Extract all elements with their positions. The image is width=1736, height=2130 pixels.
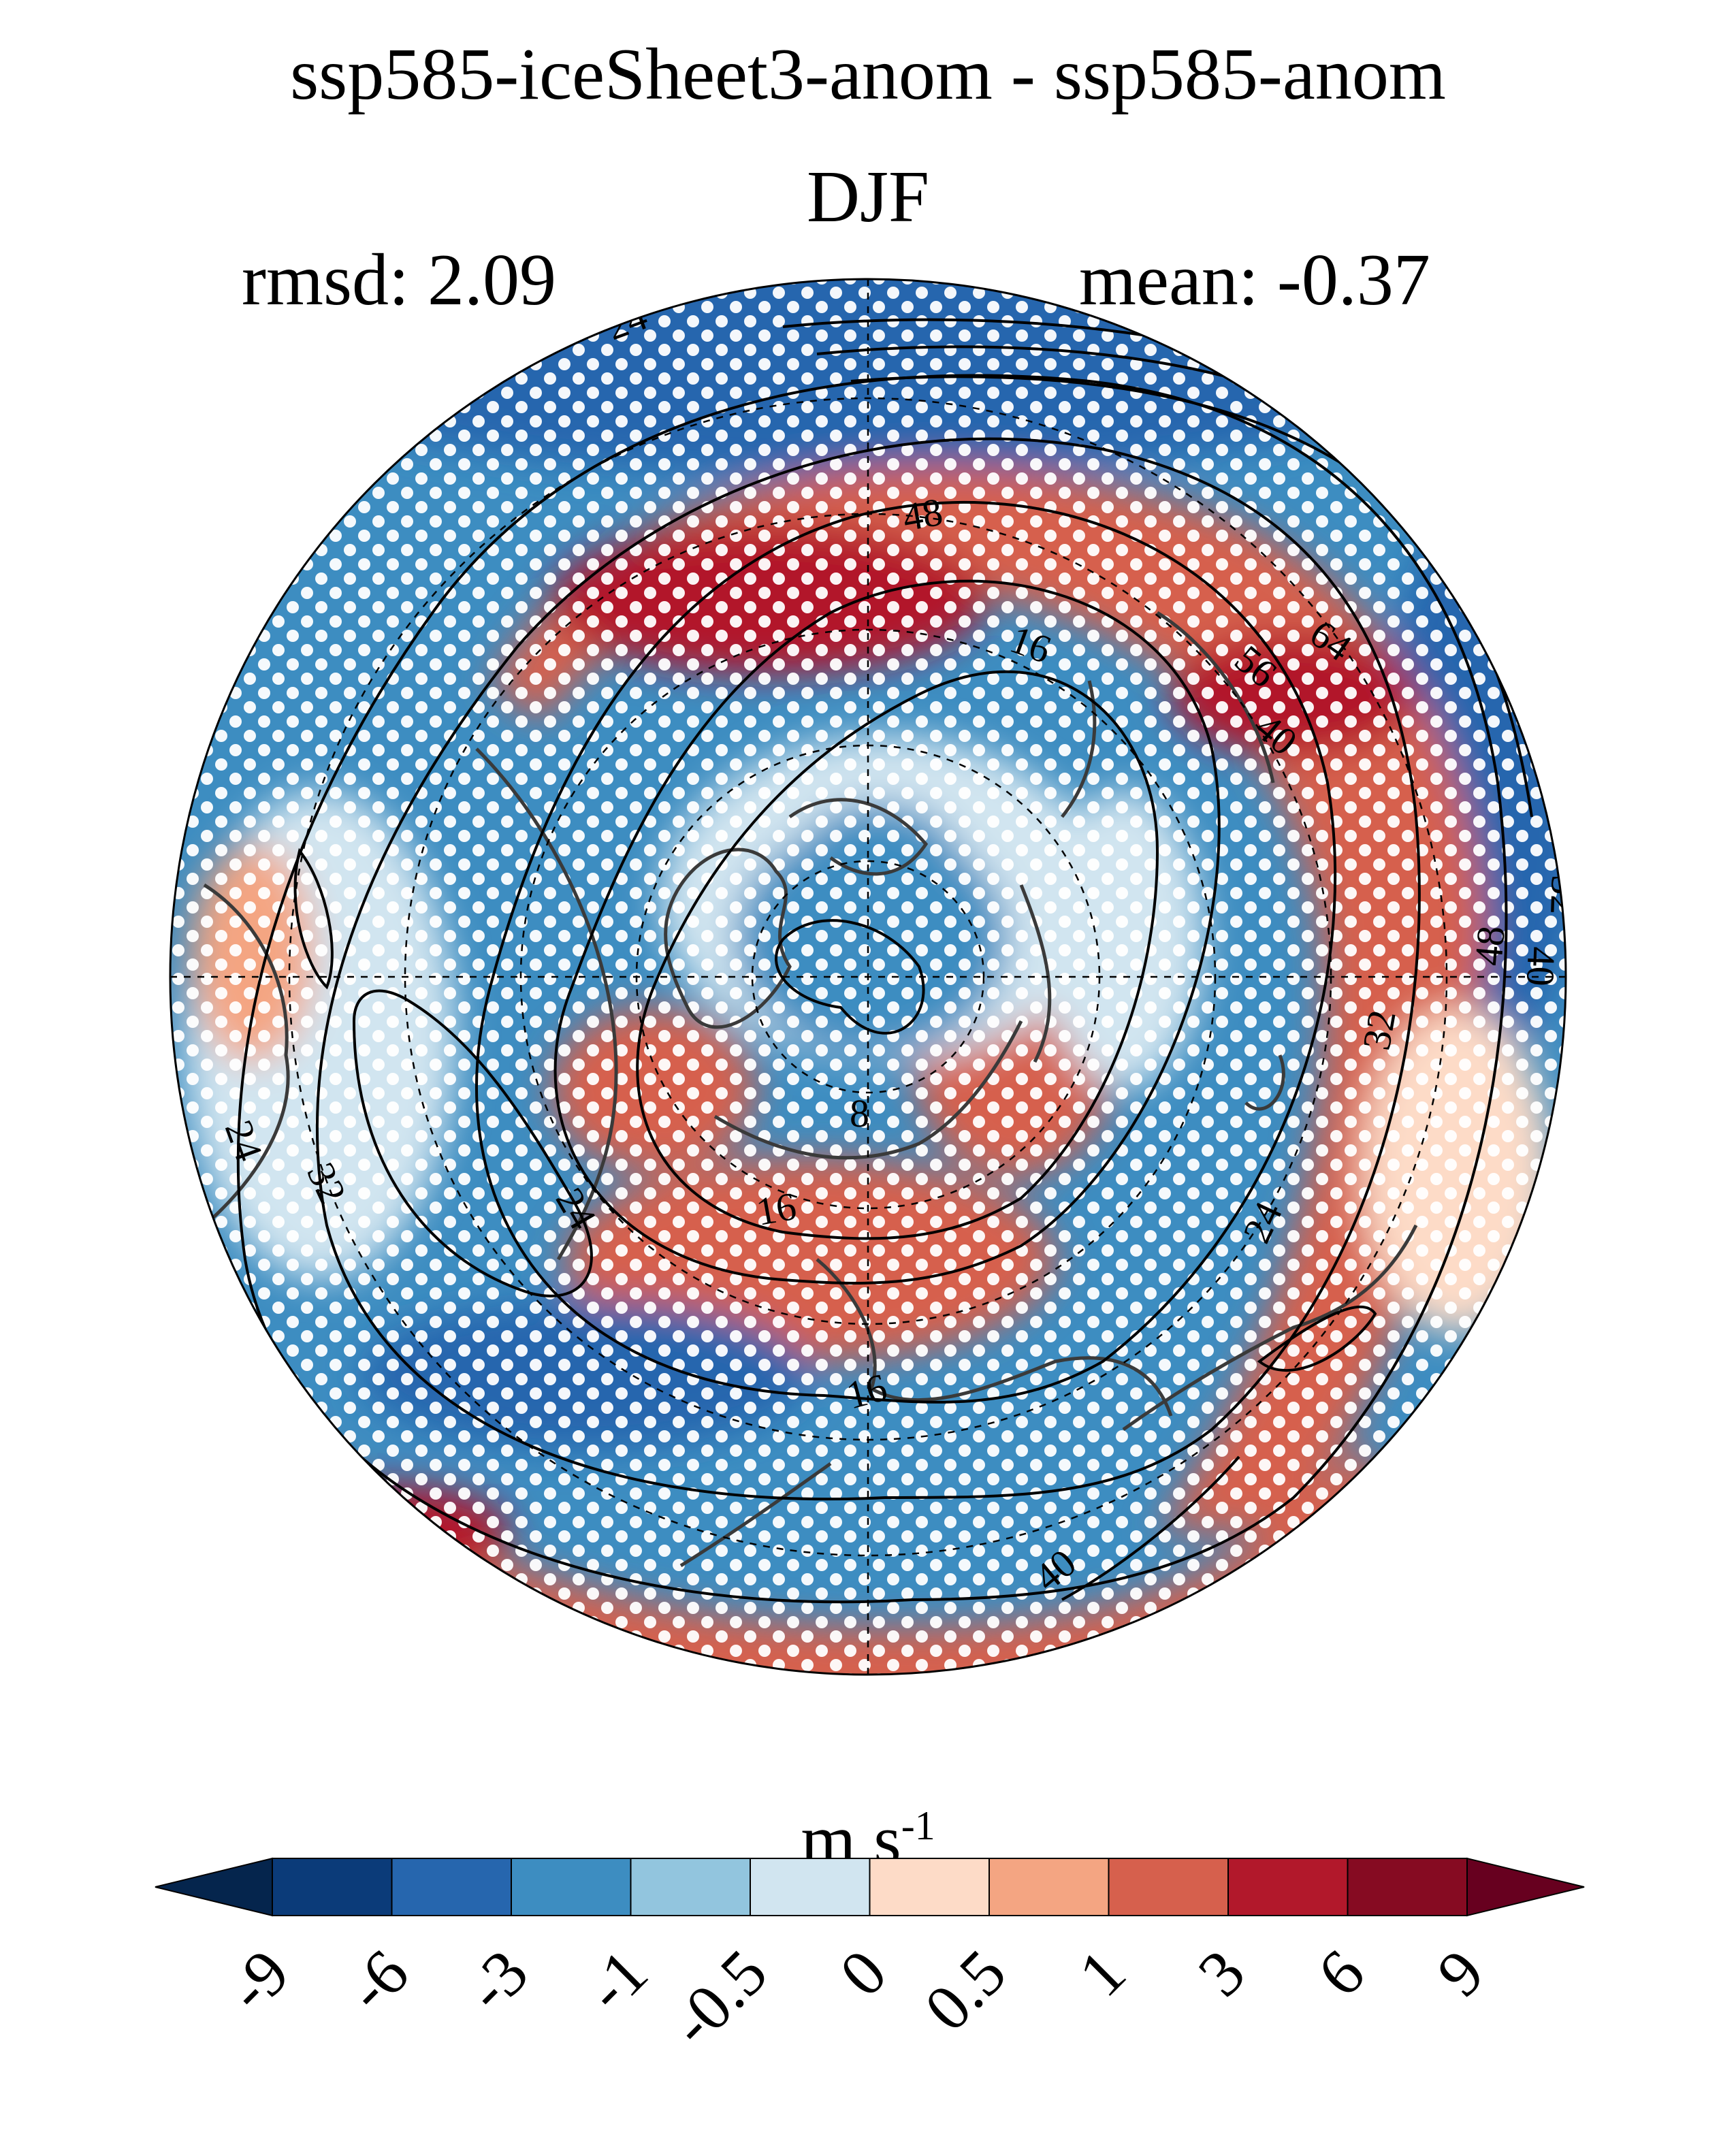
map-boundary bbox=[169, 278, 1567, 1676]
colorbar-tick-label: 6 bbox=[1304, 1935, 1379, 2010]
colorbar-segment bbox=[391, 1858, 512, 1916]
colorbar-segment bbox=[272, 1858, 393, 1916]
polar-map-svg: 24 48 16 64 56 40 8 16 24 32 24 16 40 24… bbox=[169, 278, 1588, 1676]
colorbar-arrow-low bbox=[155, 1857, 273, 1917]
contour-label: 40 bbox=[1518, 946, 1564, 987]
colorbar-segment bbox=[988, 1858, 1110, 1916]
colorbar-arrow-high bbox=[1466, 1857, 1585, 1917]
colorbar-svg: -9 -6 -3 -1-0.5 0 0.5 1 3 6 9 bbox=[155, 1857, 1585, 2060]
colorbar-tick-label: -1 bbox=[571, 1935, 661, 2025]
coastlines bbox=[203, 611, 1418, 1568]
units-exponent: -1 bbox=[901, 1803, 935, 1848]
colorbar-segment bbox=[750, 1858, 871, 1916]
contour-label: 32 bbox=[1542, 875, 1588, 916]
contour-label: 48 bbox=[899, 489, 946, 540]
colorbar-tick-label: -9 bbox=[213, 1935, 303, 2025]
graticule bbox=[170, 279, 1566, 1675]
colorbar-segment bbox=[630, 1858, 751, 1916]
contour-label: 48 bbox=[1466, 924, 1513, 967]
colorbar-tick-label: -6 bbox=[332, 1935, 422, 2025]
colorbar-segment bbox=[1227, 1858, 1349, 1916]
contour-label: 8 bbox=[850, 1091, 869, 1135]
plot-title: ssp585-iceSheet3-anom - ssp585-anom bbox=[290, 34, 1446, 115]
contour-label: 32 bbox=[1354, 1007, 1404, 1053]
colorbar-segment bbox=[511, 1858, 632, 1916]
polar-map: 24 48 16 64 56 40 8 16 24 32 24 16 40 24… bbox=[169, 278, 1588, 1676]
colorbar-segment bbox=[869, 1858, 990, 1916]
colorbar-tick-label: 0 bbox=[826, 1935, 901, 2010]
colorbar-tick-label: 0.5 bbox=[910, 1935, 1020, 2045]
colorbar-tick-label: 3 bbox=[1184, 1935, 1259, 2010]
rmsd-label: rmsd: 2.09 bbox=[242, 240, 557, 321]
contour-label: 16 bbox=[753, 1184, 799, 1234]
season-label: DJF bbox=[806, 157, 930, 238]
colorbar-segment bbox=[1108, 1858, 1229, 1916]
mean-label: mean: -0.37 bbox=[1079, 240, 1430, 321]
colorbar-tick-label: 1 bbox=[1065, 1935, 1140, 2010]
colorbar-tick-label: -3 bbox=[452, 1935, 542, 2025]
colorbar-tick-label: 9 bbox=[1423, 1935, 1498, 2010]
colorbar-tick-label: -0.5 bbox=[656, 1935, 781, 2060]
colorbar: -9 -6 -3 -1 -0.5 0 0.5 1 3 6 9 bbox=[0, 1838, 1736, 2124]
colorbar-segment bbox=[1347, 1858, 1468, 1916]
